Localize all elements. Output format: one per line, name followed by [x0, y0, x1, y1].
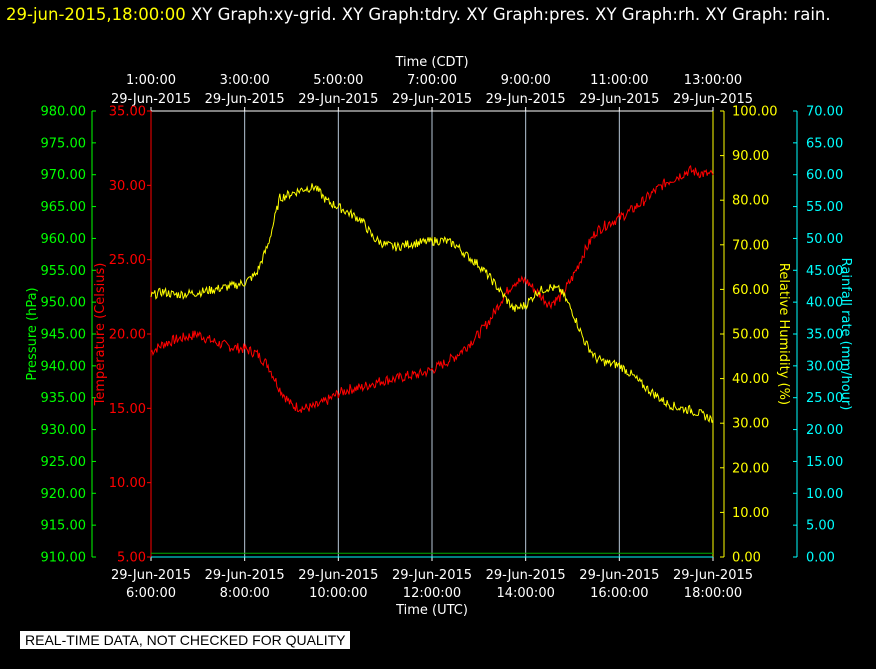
humidity-tick-label: 90.00: [732, 149, 769, 164]
chart-header: 29-jun-2015,18:00:00 XY Graph:xy-grid. X…: [6, 2, 866, 28]
temperature-tick-label: 20.00: [109, 328, 146, 343]
pressure-tick-label: 970.00: [41, 168, 87, 183]
rain-tick-label: 70.00: [806, 105, 843, 120]
rain-tick-label: 35.00: [806, 328, 843, 343]
rain-tick-label: 55.00: [806, 200, 843, 215]
x-bottom-tick-label-date: 29-Jun-2015: [205, 568, 285, 583]
x-bottom-tick-label-time: 14:00:00: [496, 586, 554, 601]
temperature-axis-label: Temperature (Celsius): [93, 263, 108, 407]
humidity-tick-label: 100.00: [732, 105, 778, 120]
x-bottom-tick-label-time: 8:00:00: [220, 586, 270, 601]
humidity-tick-label: 40.00: [732, 372, 769, 387]
pressure-tick-label: 955.00: [41, 264, 87, 279]
temperature-tick-label: 5.00: [117, 551, 146, 566]
x-bottom-tick-label-time: 16:00:00: [590, 586, 648, 601]
header-graph-list: XY Graph:xy-grid. XY Graph:tdry. XY Grap…: [191, 5, 831, 24]
x-top-tick-label-date: 29-Jun-2015: [392, 92, 472, 107]
pressure-tick-label: 910.00: [41, 551, 87, 566]
x-bottom-tick-label-time: 18:00:00: [684, 586, 742, 601]
rain-tick-label: 5.00: [806, 519, 835, 534]
quality-notice: REAL-TIME DATA, NOT CHECKED FOR QUALITY: [20, 631, 351, 649]
humidity-tick-label: 70.00: [732, 238, 769, 253]
x-bottom-tick-label-time: 12:00:00: [403, 586, 461, 601]
rain-tick-label: 10.00: [806, 487, 843, 502]
pressure-axis-label: Pressure (hPa): [25, 287, 40, 380]
humidity-series-line: [150, 183, 714, 423]
pressure-tick-label: 945.00: [41, 328, 87, 343]
pressure-tick-label: 940.00: [41, 359, 87, 374]
x-top-tick-label-time: 9:00:00: [501, 73, 551, 88]
grid-layer: [244, 111, 620, 557]
x-top-tick-label-date: 29-Jun-2015: [579, 92, 659, 107]
axes-layer: 1:00:00 29-Jun-2015 29-Jun-2015 6:00:00 3:00…: [41, 73, 844, 601]
pressure-tick-label: 925.00: [41, 455, 87, 470]
x-bottom-tick-label-date: 29-Jun-2015: [298, 568, 378, 583]
rain-tick-label: 50.00: [806, 232, 843, 247]
x-bottom-tick-label-date: 29-Jun-2015: [111, 568, 191, 583]
humidity-tick-label: 50.00: [732, 328, 769, 343]
pressure-tick-label: 915.00: [41, 519, 87, 534]
pressure-tick-label: 930.00: [41, 423, 87, 438]
x-top-tick-label-date: 29-Jun-2015: [298, 92, 378, 107]
x-bottom-tick-label-date: 29-Jun-2015: [579, 568, 659, 583]
rain-tick-label: 20.00: [806, 423, 843, 438]
x-top-tick-label-time: 7:00:00: [407, 73, 457, 88]
x-bottom-tick-label-time: 10:00:00: [309, 586, 367, 601]
x-top-tick-label-time: 1:00:00: [126, 73, 176, 88]
humidity-tick-label: 60.00: [732, 283, 769, 298]
pressure-tick-label: 965.00: [41, 200, 87, 215]
x-top-axis-title: Time (CDT): [394, 55, 468, 70]
pressure-tick-label: 950.00: [41, 296, 87, 311]
x-top-tick-label-time: 3:00:00: [220, 73, 270, 88]
x-top-tick-label-date: 29-Jun-2015: [111, 92, 191, 107]
x-bottom-axis-title: Time (UTC): [395, 603, 468, 618]
pressure-tick-label: 935.00: [41, 391, 87, 406]
humidity-tick-label: 20.00: [732, 461, 769, 476]
rain-tick-label: 25.00: [806, 391, 843, 406]
humidity-tick-label: 80.00: [732, 194, 769, 209]
series-layer: [150, 165, 714, 558]
temperature-tick-label: 25.00: [109, 253, 146, 268]
x-top-tick-label-date: 29-Jun-2015: [673, 92, 753, 107]
pressure-tick-label: 920.00: [41, 487, 87, 502]
rain-tick-label: 15.00: [806, 455, 843, 470]
temperature-tick-label: 35.00: [109, 105, 146, 120]
humidity-tick-label: 30.00: [732, 417, 769, 432]
rain-tick-label: 0.00: [806, 551, 835, 566]
pressure-tick-label: 980.00: [41, 105, 87, 120]
rain-tick-label: 65.00: [806, 136, 843, 151]
pressure-tick-label: 960.00: [41, 232, 87, 247]
temperature-series-line: [150, 165, 714, 413]
humidity-axis-label: Relative Humidity (%): [776, 263, 791, 405]
rain-axis-label: Rainfall rate (mm/hour): [838, 258, 853, 411]
pressure-tick-label: 975.00: [41, 136, 87, 151]
rain-tick-label: 60.00: [806, 168, 843, 183]
header-timestamp: 29-jun-2015,18:00:00: [6, 5, 186, 24]
temperature-tick-label: 10.00: [109, 476, 146, 491]
x-top-tick-label-time: 11:00:00: [590, 73, 648, 88]
rain-tick-label: 40.00: [806, 296, 843, 311]
x-top-tick-label-time: 5:00:00: [313, 73, 363, 88]
x-bottom-tick-label-date: 29-Jun-2015: [673, 568, 753, 583]
x-bottom-tick-label-date: 29-Jun-2015: [486, 568, 566, 583]
temperature-tick-label: 15.00: [109, 402, 146, 417]
humidity-tick-label: 10.00: [732, 506, 769, 521]
x-bottom-tick-label-date: 29-Jun-2015: [392, 568, 472, 583]
temperature-tick-label: 30.00: [109, 179, 146, 194]
humidity-tick-label: 0.00: [732, 551, 761, 566]
x-bottom-tick-label-time: 6:00:00: [126, 586, 176, 601]
rain-tick-label: 45.00: [806, 264, 843, 279]
rain-tick-label: 30.00: [806, 359, 843, 374]
x-top-tick-label-date: 29-Jun-2015: [205, 92, 285, 107]
x-top-tick-label-date: 29-Jun-2015: [486, 92, 566, 107]
x-top-tick-label-time: 13:00:00: [684, 73, 742, 88]
